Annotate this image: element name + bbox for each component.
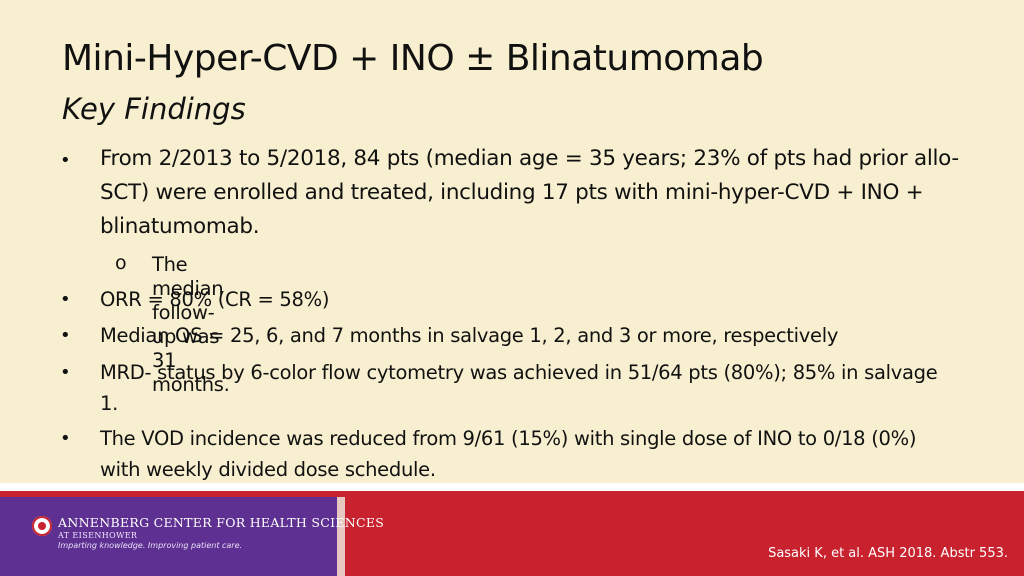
bullet-text: From 2/2013 to 5/2018, 84 pts (median ag… (100, 146, 959, 239)
footer-logo-panel (0, 497, 337, 576)
logo-name: ANNENBERG CENTER FOR HEALTH SCIENCES (58, 515, 385, 530)
slide-subtitle: Key Findings (62, 92, 246, 126)
citation: Sasaki K, et al. ASH 2018. Abstr 553. (768, 546, 1008, 561)
sub-bullet-marker: o (115, 252, 127, 274)
bullet-marker: • (60, 289, 71, 310)
bullet-marker: • (60, 150, 71, 171)
bullet-marker: • (60, 428, 71, 449)
logo-tagline: Imparting knowledge. Improving patient c… (58, 541, 243, 550)
bullet-marker: • (60, 362, 71, 383)
footer-divider (337, 497, 345, 576)
bullet-text: The VOD incidence was reduced from 9/61 … (100, 427, 917, 481)
bullet-text: Median OS = 25, 6, and 7 months in salva… (100, 324, 839, 347)
bullet-text: MRD- status by 6-color flow cytometry wa… (100, 361, 938, 415)
sub-bullet-text: The median follow-up was 31 months. (152, 253, 230, 396)
bullet-text: ORR = 80% (CR = 58%) (100, 288, 330, 311)
bullet-marker: • (60, 325, 71, 346)
star-seal-icon (32, 516, 52, 536)
slide-title: Mini-Hyper-CVD + INO ± Blinatumomab (62, 38, 764, 79)
logo-location: AT EISENHOWER (58, 531, 138, 540)
